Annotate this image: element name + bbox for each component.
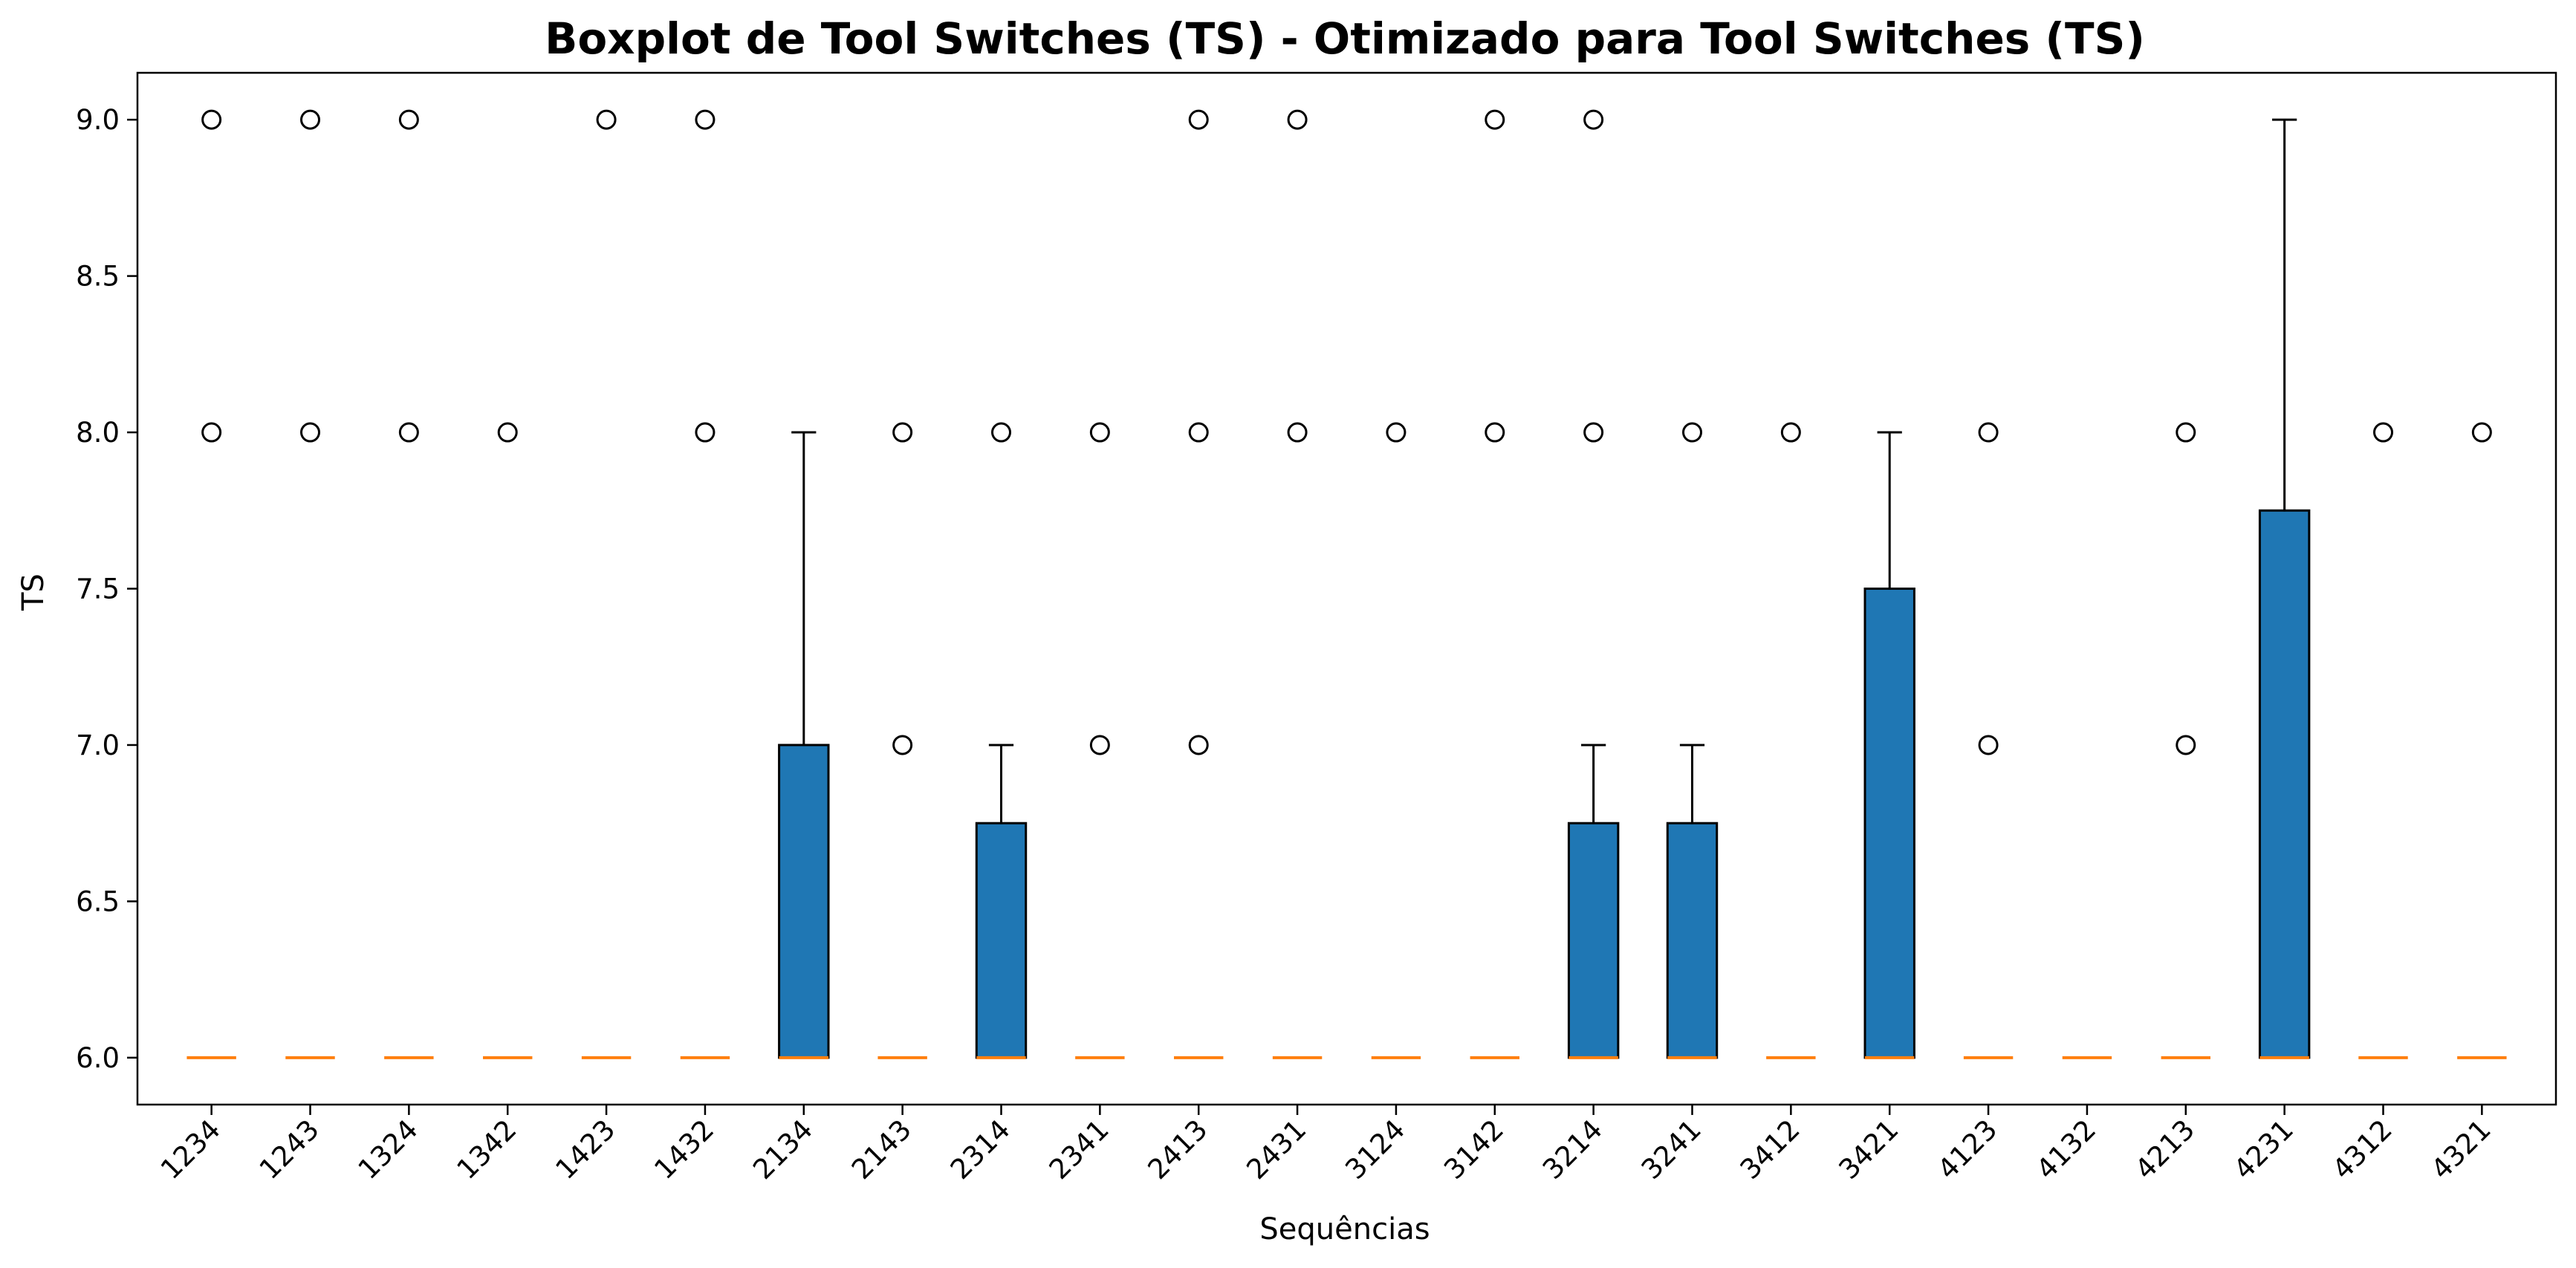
plot-area bbox=[186, 109, 2507, 1059]
outlier-point bbox=[201, 109, 222, 130]
outlier-point bbox=[2176, 735, 2196, 755]
outlier-point bbox=[1386, 422, 1407, 443]
box-group-2431 bbox=[1272, 109, 1323, 1059]
outlier-point bbox=[398, 109, 419, 130]
box-group-3142 bbox=[1470, 109, 1519, 1059]
box-body bbox=[2258, 509, 2311, 1059]
box-group-4231 bbox=[2258, 118, 2311, 1059]
outlier-point bbox=[1287, 109, 1308, 130]
outlier-point bbox=[892, 735, 913, 755]
box-group-2143 bbox=[877, 422, 927, 1059]
box-group-2341 bbox=[1075, 422, 1125, 1059]
outlier-point bbox=[1287, 422, 1308, 443]
outlier-point bbox=[1485, 422, 1505, 443]
y-tick-label: 6.0 bbox=[76, 1042, 120, 1074]
outlier-point bbox=[695, 109, 716, 130]
outlier-point bbox=[991, 422, 1011, 443]
y-tick-label: 8.5 bbox=[76, 261, 120, 293]
chart-title: Boxplot de Tool Switches (TS) - Otimizad… bbox=[545, 13, 2145, 64]
outlier-point bbox=[300, 422, 320, 443]
outlier-point bbox=[1188, 735, 1209, 755]
box-group-1432 bbox=[680, 109, 730, 1059]
box-group-1243 bbox=[285, 109, 335, 1059]
box-group-1423 bbox=[581, 109, 632, 1059]
box-group-4123 bbox=[1963, 422, 2014, 1059]
box-body bbox=[1863, 588, 1915, 1059]
box-group-3241 bbox=[1666, 422, 1719, 1059]
box-body bbox=[975, 822, 1028, 1059]
box-group-2134 bbox=[778, 431, 830, 1059]
box-group-3421 bbox=[1863, 431, 1915, 1059]
y-tick-label: 7.0 bbox=[76, 729, 120, 761]
outlier-point bbox=[892, 422, 913, 443]
outlier-point bbox=[1682, 422, 1702, 443]
box-group-4321 bbox=[2457, 422, 2507, 1059]
box-body bbox=[778, 744, 830, 1059]
outlier-point bbox=[1780, 422, 1801, 443]
outlier-point bbox=[2176, 422, 2196, 443]
outlier-point bbox=[2471, 422, 2492, 443]
outlier-point bbox=[1485, 109, 1505, 130]
y-tick-label: 8.0 bbox=[76, 417, 120, 449]
outlier-point bbox=[1583, 109, 1604, 130]
outlier-point bbox=[1978, 422, 1999, 443]
outlier-point bbox=[596, 109, 617, 130]
y-tick-label: 9.0 bbox=[76, 104, 120, 136]
box-group-2413 bbox=[1174, 109, 1224, 1059]
box-group-1234 bbox=[186, 109, 236, 1059]
box-group-4312 bbox=[2358, 422, 2408, 1059]
outlier-point bbox=[1583, 422, 1604, 443]
x-axis-label: Sequências bbox=[1259, 1212, 1430, 1246]
y-axis-label: TS bbox=[16, 573, 51, 611]
box-body bbox=[1567, 822, 1620, 1059]
outlier-point bbox=[2373, 422, 2393, 443]
outlier-point bbox=[1089, 422, 1110, 443]
outlier-point bbox=[497, 422, 518, 443]
y-tick-label: 7.5 bbox=[76, 573, 120, 605]
outlier-point bbox=[201, 422, 222, 443]
outlier-point bbox=[695, 422, 716, 443]
box-group-1342 bbox=[483, 422, 533, 1059]
box-group-3412 bbox=[1766, 422, 1816, 1059]
outlier-point bbox=[300, 109, 320, 130]
box-body bbox=[1666, 822, 1719, 1059]
box-group-3214 bbox=[1567, 109, 1620, 1059]
box-group-4213 bbox=[2161, 422, 2210, 1059]
box-group-1324 bbox=[384, 109, 434, 1059]
outlier-point bbox=[1188, 422, 1209, 443]
box-group-3124 bbox=[1371, 422, 1421, 1059]
outlier-point bbox=[1089, 735, 1110, 755]
outlier-point bbox=[1188, 109, 1209, 130]
box-group-2314 bbox=[975, 422, 1028, 1059]
y-axis: 6.0 6.5 7.0 7.5 8.0 8.5 9.0 bbox=[76, 104, 137, 1074]
outlier-point bbox=[1978, 735, 1999, 755]
y-tick-label: 6.5 bbox=[76, 885, 120, 917]
outlier-point bbox=[398, 422, 419, 443]
